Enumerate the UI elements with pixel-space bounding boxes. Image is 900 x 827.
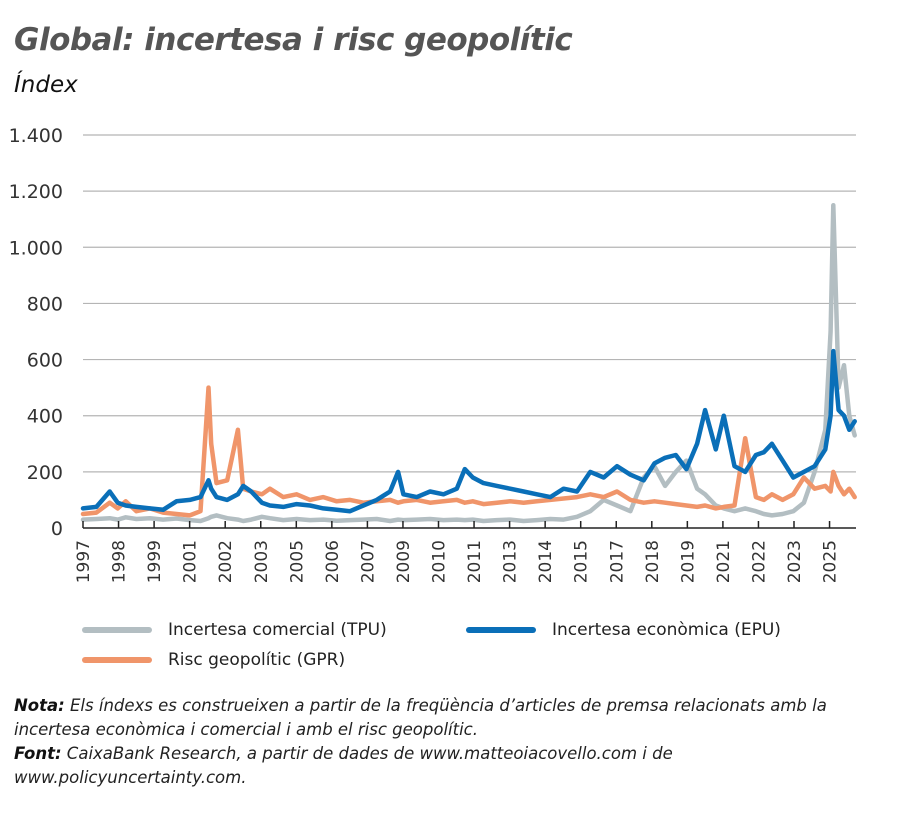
x-tick-label: 1997 (74, 540, 94, 583)
x-tick-label: 2014 (536, 540, 556, 583)
x-tick-label: 2006 (323, 540, 343, 583)
x-tick-label: 1999 (145, 540, 165, 583)
x-tick-label: 2003 (252, 540, 272, 583)
legend-swatch-tpu (82, 627, 152, 633)
note-label: Nota: (14, 696, 65, 715)
x-tick-label: 1998 (110, 540, 130, 583)
source-text: CaixaBank Research, a partir de dades de… (14, 744, 673, 787)
legend-item-gpr: Risc geopolític (GPR) (82, 650, 345, 670)
x-tick-label: 2013 (501, 540, 521, 583)
legend: Incertesa comercial (TPU) Incertesa econ… (82, 620, 842, 680)
chart-subtitle: Índex (14, 72, 78, 98)
x-tick-label: 2005 (287, 540, 307, 583)
legend-label-tpu: Incertesa comercial (TPU) (168, 620, 387, 640)
y-tick-label: 400 (27, 406, 63, 428)
x-tick-label: 2023 (785, 540, 805, 583)
series-lines (80, 202, 857, 524)
x-axis: 1997 1998 1999 2001 2002 2003 2005 2006 2007 2009… (74, 521, 856, 583)
x-tick-label: 2010 (430, 540, 450, 583)
legend-label-epu: Incertesa econòmica (EPU) (552, 620, 781, 640)
x-tick-label: 2007 (358, 540, 378, 583)
x-tick-label: 2022 (749, 540, 769, 583)
x-tick-label: 2018 (643, 540, 663, 583)
legend-swatch-gpr (82, 657, 152, 663)
chart-notes: Nota: Els índexs es construeixen a parti… (14, 694, 874, 790)
x-tick-label: 2002 (216, 540, 236, 583)
y-axis-labels: 0 200 400 600 800 1.000 1.200 1.400 (9, 125, 63, 540)
y-tick-label: 200 (27, 462, 63, 484)
legend-label-gpr: Risc geopolític (GPR) (168, 650, 346, 670)
y-tick-label: 1.200 (9, 181, 63, 203)
gridlines (83, 134, 856, 473)
legend-swatch-epu (466, 627, 536, 633)
x-tick-label: 2001 (181, 540, 201, 583)
legend-item-tpu: Incertesa comercial (TPU) (82, 620, 387, 640)
x-tick-label: 2021 (714, 540, 734, 583)
y-tick-label: 1.400 (9, 125, 63, 147)
note-paragraph: Nota: Els índexs es construeixen a parti… (14, 694, 874, 742)
y-tick-label: 1.000 (9, 237, 63, 259)
y-tick-label: 0 (51, 518, 63, 540)
x-tick-label: 2011 (465, 540, 485, 583)
x-tick-label: 2025 (821, 540, 841, 583)
x-tick-label: 2019 (678, 540, 698, 583)
series-line (80, 202, 857, 524)
y-tick-label: 800 (27, 293, 63, 315)
x-tick-label: 2015 (572, 540, 592, 583)
source-paragraph: Font: CaixaBank Research, a partir de da… (14, 742, 874, 790)
series-line (80, 385, 857, 518)
y-tick-label: 600 (27, 350, 63, 372)
source-label: Font: (14, 744, 62, 763)
legend-item-epu: Incertesa econòmica (EPU) (466, 620, 781, 640)
chart-title: Global: incertesa i risc geopolític (14, 22, 573, 58)
series-line (80, 348, 857, 514)
note-text: Els índexs es construeixen a partir de l… (14, 696, 827, 739)
x-tick-label: 2017 (607, 540, 627, 583)
x-tick-label: 2009 (394, 540, 414, 583)
